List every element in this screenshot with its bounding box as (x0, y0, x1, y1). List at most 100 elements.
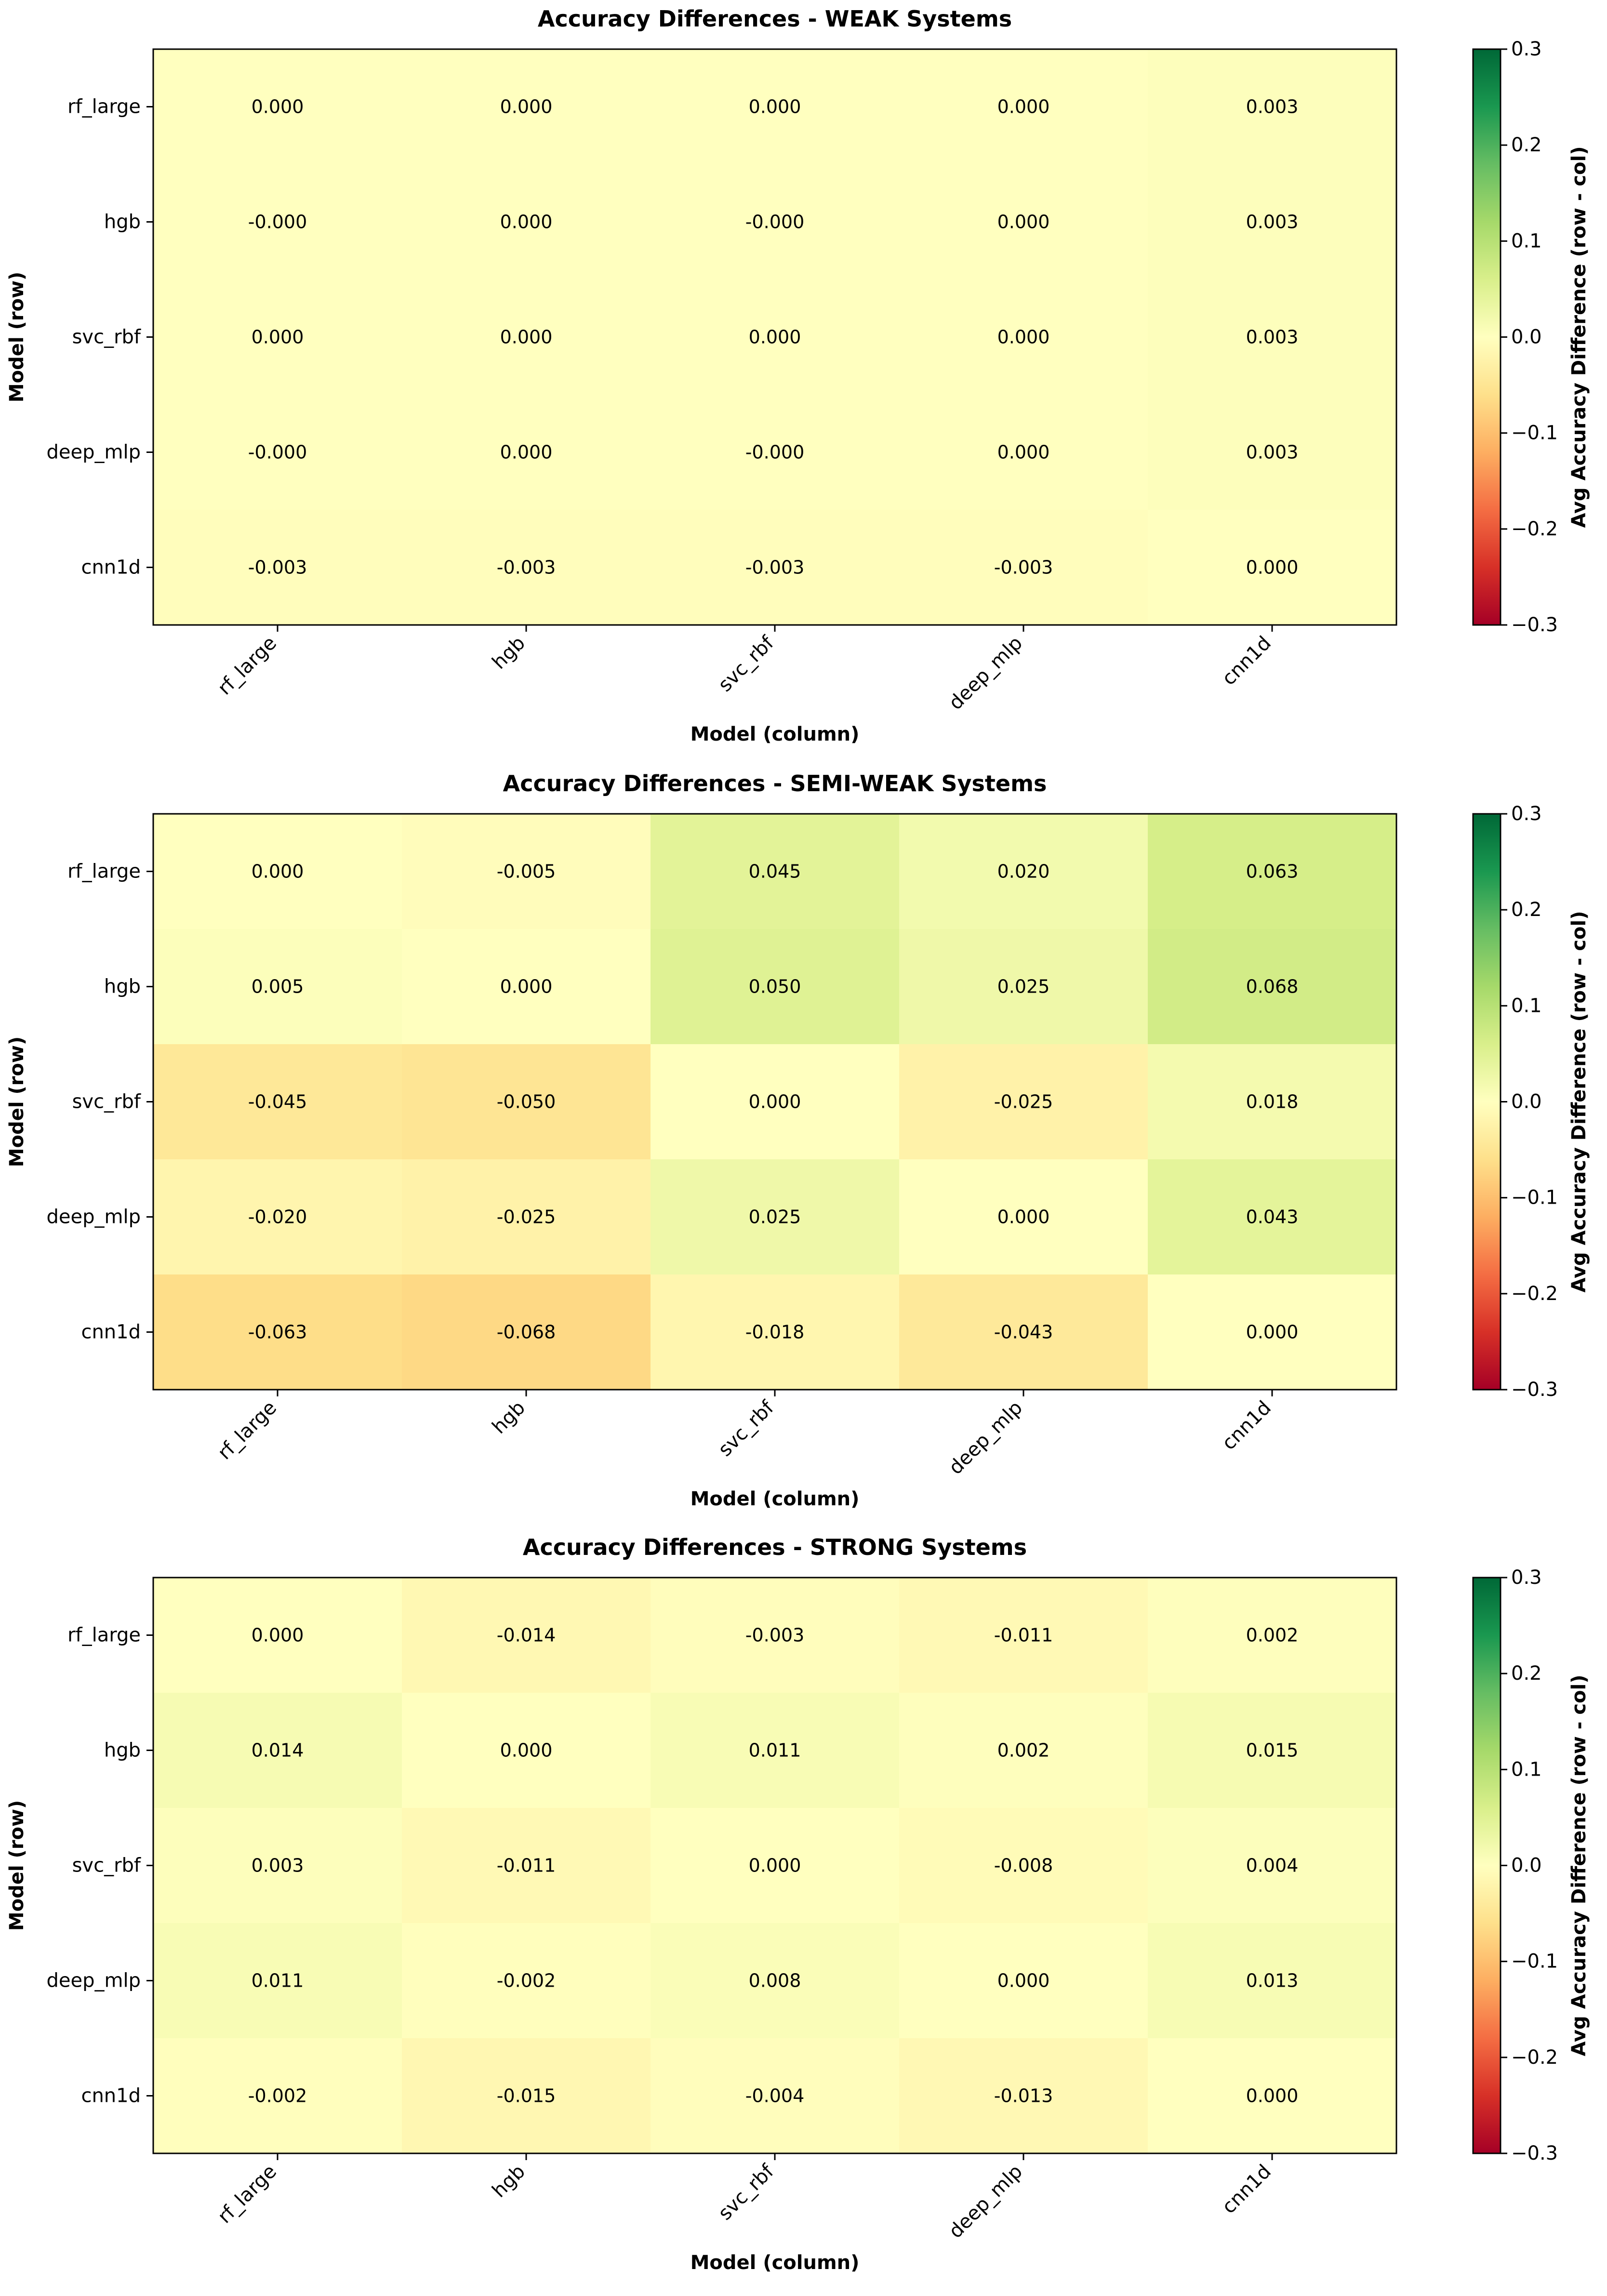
cell-value-label: -0.025 (497, 1207, 556, 1228)
heatmap-cell (402, 1808, 651, 1924)
cell-value-label: 0.003 (1246, 442, 1299, 463)
colorbar-gradient (1472, 48, 1501, 626)
y-tick-label: hgb (104, 1739, 141, 1762)
heatmap-cell (899, 1923, 1148, 2039)
cell-value-label: 0.003 (1246, 96, 1299, 118)
heatmap-cell (402, 164, 651, 280)
heatmap-cell (1148, 1578, 1397, 1693)
colorbar-tick-label: 0.3 (1511, 38, 1542, 60)
heatmap-cell (1148, 1693, 1397, 1808)
heatmap-panel-1: Accuracy Differences - WEAK Systems 0.000… (6, 6, 1590, 745)
heatmap-cell (402, 929, 651, 1045)
heatmap-cell (1148, 164, 1397, 280)
heatmap-cell (153, 929, 402, 1045)
cell-value-label: 0.043 (1246, 1207, 1299, 1228)
colorbar-gradient (1472, 813, 1501, 1391)
heatmap-cell (402, 279, 651, 395)
heatmap-cell (402, 49, 651, 165)
cell-value-label: 0.000 (1246, 1322, 1299, 1343)
cell-value-label: 0.000 (997, 96, 1050, 118)
heatmap-cell (402, 1159, 651, 1275)
colorbar-tick-label: 0.1 (1511, 995, 1542, 1017)
colorbar-tick-label: 0.1 (1511, 1758, 1542, 1780)
heatmap-cell (899, 1044, 1148, 1160)
heatmap-cell (651, 1159, 900, 1275)
cell-value-label: 0.020 (997, 861, 1050, 882)
cell-value-label: -0.002 (497, 1970, 556, 1991)
heatmap-cell (153, 1159, 402, 1275)
cell-value-label: 0.000 (500, 442, 553, 463)
cell-value-label: 0.000 (500, 327, 553, 348)
cell-value-label: 0.008 (749, 1970, 801, 1991)
cell-value-label: 0.000 (997, 1207, 1050, 1228)
cell-value-label: -0.025 (994, 1091, 1053, 1113)
colorbar-tick-label: −0.3 (1511, 1379, 1558, 1401)
heatmap-cell (1148, 814, 1397, 929)
cell-value-label: -0.000 (248, 212, 307, 233)
colorbar-tick-label: −0.3 (1511, 2142, 1558, 2164)
heatmap-cell (153, 49, 402, 165)
colorbar-gradient (1472, 1577, 1501, 2154)
heatmap-cell (153, 279, 402, 395)
cell-value-label: 0.000 (997, 1970, 1050, 1991)
cell-value-label: -0.011 (497, 1855, 556, 1876)
cell-value-label: -0.020 (248, 1207, 307, 1228)
colorbar: 0.3 0.2 0.1 0.0 −0.1 −0.2 −0.3 Avg Accuracy Dif… (1472, 1566, 1590, 2164)
y-tick-label: cnn1d (81, 1321, 141, 1343)
colorbar-label: Avg Accuracy Difference (row - col) (1568, 1674, 1590, 2056)
colorbar-tick-label: 0.1 (1511, 230, 1542, 252)
cell-value-label: 0.068 (1246, 976, 1299, 997)
chart-title: Accuracy Differences - SEMI-WEAK Systems (503, 770, 1047, 796)
heatmap-cell (153, 510, 402, 625)
heatmap-cell (402, 395, 651, 510)
cell-value-label: -0.015 (497, 2085, 556, 2107)
heatmap-cell (1148, 395, 1397, 510)
heatmap-cell (899, 49, 1148, 165)
cell-value-label: 0.011 (749, 1740, 801, 1761)
colorbar-tick-label: 0.0 (1511, 1855, 1542, 1877)
cell-value-label: 0.050 (749, 976, 801, 997)
cell-value-label: -0.000 (745, 442, 805, 463)
heatmap-cell (651, 2038, 900, 2154)
cell-value-label: 0.000 (500, 212, 553, 233)
heatmap-cell (153, 1044, 402, 1160)
colorbar: 0.3 0.2 0.1 0.0 −0.1 −0.2 −0.3 Avg Accuracy Dif… (1472, 38, 1590, 636)
cell-value-label: 0.002 (1246, 1625, 1299, 1646)
heatmap-cell (1148, 1044, 1397, 1160)
heatmap-cell (402, 2038, 651, 2154)
cell-value-label: 0.011 (252, 1970, 304, 1991)
x-axis-label: Model (column) (691, 2252, 860, 2274)
colorbar-label: Avg Accuracy Difference (row - col) (1568, 146, 1590, 528)
y-tick-label: rf_large (67, 96, 141, 118)
cell-value-label: -0.013 (994, 2085, 1053, 2107)
heatmap-cell (651, 1044, 900, 1160)
y-tick-label: deep_mlp (47, 1970, 141, 1992)
heatmap-cell (153, 814, 402, 929)
cell-value-label: -0.011 (994, 1625, 1053, 1646)
heatmap-cell (1148, 2038, 1397, 2154)
cell-value-label: 0.000 (252, 96, 304, 118)
colorbar-tick-label: 0.2 (1511, 134, 1542, 156)
cell-value-label: -0.050 (497, 1091, 556, 1113)
heatmap-cell (153, 2038, 402, 2154)
cell-value-label: -0.000 (745, 212, 805, 233)
heatmap-cell (153, 1274, 402, 1390)
cell-value-label: 0.014 (252, 1740, 304, 1761)
heatmap-cell (899, 510, 1148, 625)
cell-value-label: -0.004 (745, 2085, 805, 2107)
heatmap-cell (402, 814, 651, 929)
heatmap-cell (899, 929, 1148, 1045)
y-axis-label: Model (row) (6, 272, 28, 402)
cell-value-label: 0.000 (500, 976, 553, 997)
cell-value-label: 0.000 (1246, 2085, 1299, 2107)
colorbar-tick-label: −0.1 (1511, 1187, 1558, 1209)
cell-value-label: -0.003 (497, 557, 556, 578)
colorbar-tick-label: −0.1 (1511, 422, 1558, 444)
heatmap-cell (651, 1578, 900, 1693)
cell-value-label: 0.005 (252, 976, 304, 997)
x-axis-label: Model (column) (691, 1488, 860, 1510)
heatmap-cell (651, 1274, 900, 1390)
heatmap-cell (651, 279, 900, 395)
y-tick-label: hgb (104, 211, 141, 233)
colorbar-tick-label: 0.3 (1511, 803, 1542, 825)
